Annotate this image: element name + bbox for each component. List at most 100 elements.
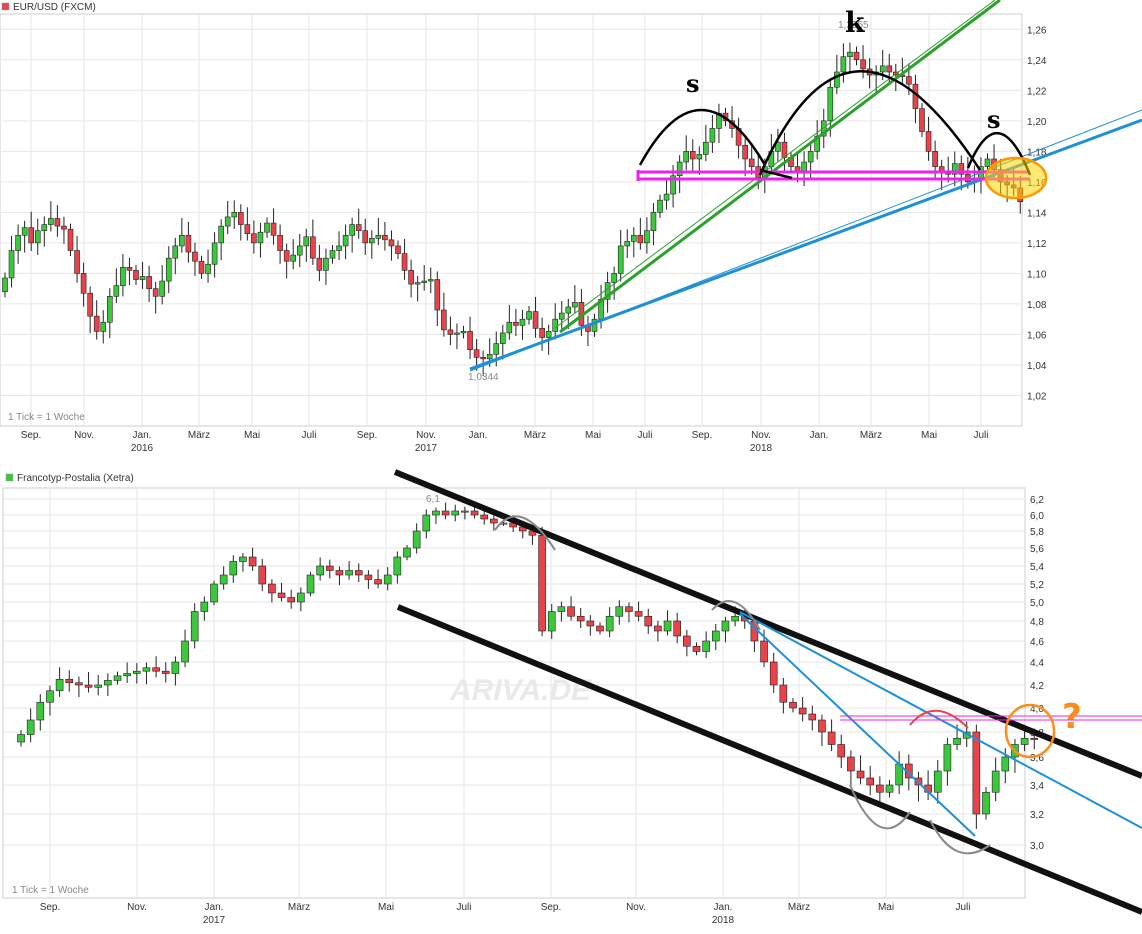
x-tick-label: März xyxy=(188,430,210,441)
candle xyxy=(159,265,165,305)
candle xyxy=(342,224,349,260)
candle xyxy=(538,526,546,637)
candle-body-down xyxy=(441,309,447,331)
candle xyxy=(67,223,74,257)
candle-body-up xyxy=(239,556,247,562)
candle xyxy=(316,244,323,282)
candle-body-up xyxy=(421,280,428,283)
candle-body-down xyxy=(93,315,100,332)
swing-arc-2 xyxy=(711,600,761,631)
candle-body-down xyxy=(692,645,701,652)
candle-body-down xyxy=(408,270,414,285)
candle-body-up xyxy=(210,583,218,603)
candle-body-down xyxy=(473,349,480,358)
fpk-blue-steep xyxy=(739,613,976,837)
x-tick-label: Sep. xyxy=(692,430,713,441)
candle xyxy=(605,607,614,638)
candle-body-up xyxy=(982,791,990,815)
candle-body-down xyxy=(532,311,539,329)
y-tick-label: 1,14 xyxy=(1027,208,1047,219)
eurusd-x-axis: Sep. Nov. Jan. März Mai Juli Sep. Nov. Jan. März M… xyxy=(21,430,989,454)
candle-body-up xyxy=(290,254,297,262)
candle xyxy=(499,324,506,360)
candle xyxy=(644,608,653,634)
candle xyxy=(393,551,402,584)
candle-body-down xyxy=(808,713,817,721)
candle-body-up xyxy=(670,175,676,195)
candle xyxy=(572,285,578,314)
candle-body-up xyxy=(412,530,421,549)
candle-body-up xyxy=(611,273,617,283)
candle-body-down xyxy=(789,701,797,709)
candle xyxy=(290,239,297,270)
fpk-swing-arcs xyxy=(494,515,991,855)
candle xyxy=(133,663,141,684)
candle-body-down xyxy=(362,230,369,244)
candle xyxy=(624,229,631,258)
candle-body-up xyxy=(142,667,151,672)
candle-body-up xyxy=(257,231,264,244)
candle xyxy=(650,202,657,246)
candle-body-up xyxy=(100,321,107,332)
candle xyxy=(434,271,441,326)
candle xyxy=(277,224,283,264)
candle-body-up xyxy=(113,675,122,681)
y-tick-label: 1,06 xyxy=(1027,330,1047,341)
candle-body-up xyxy=(617,245,624,274)
x-tick-label: Juli xyxy=(456,902,471,913)
candle xyxy=(847,750,855,786)
candle xyxy=(441,292,447,337)
candle-body-up xyxy=(224,216,231,227)
candle-body-down xyxy=(567,606,575,617)
y-tick-label: 4,6 xyxy=(1030,637,1044,648)
candle-body-down xyxy=(906,76,912,85)
candle-body-up xyxy=(506,321,513,334)
candle xyxy=(461,506,469,520)
candle-body-down xyxy=(683,635,691,647)
candle-body-up xyxy=(345,570,353,576)
candle-body-down xyxy=(876,784,884,793)
candle xyxy=(61,216,67,244)
candle-body-down xyxy=(480,357,486,360)
fpk-title: Francotyp-Postalia (Xetra) xyxy=(17,473,134,484)
y-tick-label: 1,02 xyxy=(1027,391,1047,402)
candle xyxy=(447,316,454,346)
candle xyxy=(513,308,519,337)
candle xyxy=(401,238,408,280)
candle xyxy=(654,620,662,642)
candle xyxy=(673,612,682,644)
x-tick-label: Juli xyxy=(955,902,970,913)
candle xyxy=(46,685,54,716)
candle-body-up xyxy=(526,311,532,320)
candle-body-down xyxy=(644,615,653,627)
candle-body-up xyxy=(34,230,41,244)
candle xyxy=(576,607,585,629)
candle xyxy=(885,779,894,798)
candle-body-down xyxy=(75,682,83,686)
candle-body-up xyxy=(172,245,179,259)
candle xyxy=(306,571,315,597)
candle xyxy=(93,300,100,340)
candle xyxy=(408,259,414,298)
candle-body-up xyxy=(2,277,8,293)
candle xyxy=(683,135,690,171)
candle-body-up xyxy=(703,141,709,155)
candle-body-up xyxy=(231,212,238,218)
candle xyxy=(696,146,703,175)
y-tick-label: 6,0 xyxy=(1030,511,1044,522)
candle xyxy=(820,108,827,149)
candle-body-down xyxy=(779,684,788,703)
x-tick-label: März xyxy=(288,902,310,913)
candle-body-up xyxy=(94,684,102,688)
candle-body-up xyxy=(657,199,663,213)
candle-body-down xyxy=(441,510,450,516)
candle xyxy=(316,557,324,581)
fpk-plot-area xyxy=(2,487,1026,899)
eurusd-legend-swatch xyxy=(1,2,10,11)
candle xyxy=(611,266,617,300)
candle-body-up xyxy=(264,222,270,233)
candle xyxy=(133,264,139,286)
candle xyxy=(362,218,369,255)
candle xyxy=(432,507,440,525)
candle xyxy=(107,288,113,339)
